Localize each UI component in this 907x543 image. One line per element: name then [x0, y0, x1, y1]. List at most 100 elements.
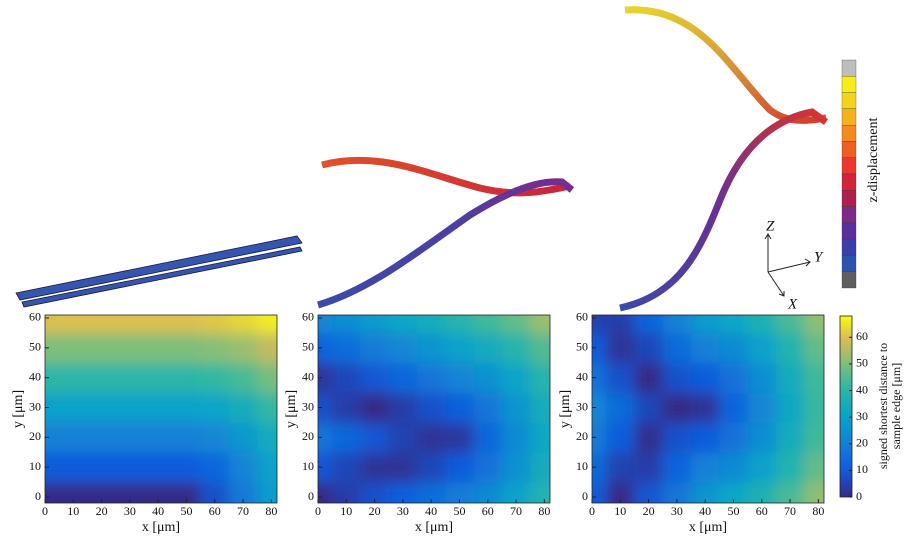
- heatmap-cell: [747, 452, 777, 483]
- heatmap-cell: [200, 452, 230, 483]
- displacement-color-block: [841, 141, 857, 158]
- heatmap-cell: [775, 392, 805, 423]
- heatmap: [45, 315, 277, 503]
- x-tick-label: 10: [67, 504, 79, 518]
- heatmap-cell: [144, 332, 173, 364]
- plot-frame: [591, 314, 825, 504]
- x-tick-label: 50: [180, 504, 192, 518]
- heatmap-cell: [662, 315, 692, 334]
- x-tick-label: 0: [42, 504, 48, 518]
- y-tick-label: 30: [302, 399, 314, 413]
- heatmap-cell: [360, 452, 390, 483]
- heatmap-cell: [775, 422, 805, 453]
- heatmap-cell: [228, 422, 258, 453]
- heatmap-cell: [530, 332, 550, 364]
- heatmap-cell: [473, 452, 503, 483]
- heatmap-cell: [257, 392, 277, 423]
- heatmap-cell: [200, 332, 230, 364]
- axis-triad: [764, 233, 811, 297]
- heatmap-cell: [445, 392, 475, 423]
- heatmap-cell: [200, 315, 230, 334]
- heatmap-cell: [257, 422, 277, 453]
- heatmap-cell: [257, 452, 277, 483]
- heatmap-cell: [691, 392, 720, 423]
- heatmap-cell: [360, 422, 390, 453]
- x-tick-label: 30: [397, 504, 409, 518]
- heatmap-cell: [501, 482, 531, 503]
- displacement-color-block: [841, 76, 857, 93]
- heatmap-cells: [318, 315, 550, 503]
- heatmap-cell: [388, 392, 418, 423]
- heatmap-cell: [257, 332, 277, 364]
- heatmap-cell: [691, 452, 720, 483]
- heatmap-cell: [332, 482, 361, 503]
- heatmap-cell: [360, 392, 390, 423]
- heatmap-cell: [473, 482, 503, 503]
- heatmap-cell: [606, 482, 635, 503]
- heatmap-cell: [804, 362, 824, 394]
- heatmap-cell: [473, 315, 503, 334]
- y-tick-label: 60: [576, 310, 588, 324]
- triad-x: [767, 271, 785, 297]
- x-tick-label: 80: [812, 504, 824, 518]
- heatmap-cell: [691, 315, 720, 334]
- heatmap-cell: [59, 392, 88, 423]
- displacement-color-block: [841, 190, 857, 207]
- heatmap-cell: [501, 315, 531, 334]
- heatmap-cell: [115, 482, 145, 503]
- triad-y-head: [804, 258, 811, 267]
- heatmap-cell: [144, 392, 173, 423]
- heatmap-cell: [45, 452, 60, 483]
- heatmap-cell: [332, 362, 361, 394]
- heatmap-cell: [388, 482, 418, 503]
- y-tick-label: 10: [576, 459, 588, 473]
- x-tick-label: 30: [124, 504, 136, 518]
- heatmap-cell: [530, 392, 550, 423]
- y-tick-label: 50: [302, 340, 314, 354]
- heatmap-cell: [144, 482, 173, 503]
- heatmap-cell: [445, 362, 475, 394]
- heatmap-cell: [87, 452, 117, 483]
- heatmap-cell: [606, 392, 635, 423]
- heatmap-cell: [417, 315, 446, 334]
- heatmap-cell: [87, 482, 117, 503]
- y-tick-label: 60: [29, 310, 41, 324]
- heatmap-cell: [445, 315, 475, 334]
- heatmap-cell: [45, 332, 60, 364]
- x-tick-label: 0: [589, 504, 595, 518]
- heatmap-cell: [417, 422, 446, 453]
- colorbar-tick-label: 20: [856, 436, 868, 450]
- heatmap-cell: [530, 482, 550, 503]
- displacement-color-block: [841, 92, 857, 110]
- heatmap-cell: [360, 362, 390, 394]
- heatmap-cell: [662, 392, 692, 423]
- x-tick-label: 40: [425, 504, 437, 518]
- heatmap-cell: [775, 452, 805, 483]
- x-tick-label: 80: [265, 504, 277, 518]
- heatmap-cell: [501, 392, 531, 423]
- heatmap-cell: [332, 422, 361, 453]
- heatmap-cell: [87, 332, 117, 364]
- heatmap-cell: [172, 362, 202, 394]
- displacement-color-block: [841, 124, 857, 142]
- heatmap-cell: [228, 452, 258, 483]
- heatmap-cell: [592, 452, 607, 483]
- x-tick-label: 50: [453, 504, 465, 518]
- heatmap-cell: [719, 422, 749, 453]
- heatmap-cell: [45, 392, 60, 423]
- heatmap-cell: [228, 392, 258, 423]
- heatmap-cell: [530, 315, 550, 334]
- heatmap-cell: [228, 482, 258, 503]
- beam-3-upper: [624, 6, 827, 124]
- x-tick-label: 50: [727, 504, 739, 518]
- colorbar-label: sample edge [μm]: [889, 363, 903, 449]
- y-tick-label: 20: [29, 429, 41, 443]
- heatmap-cell: [634, 362, 664, 394]
- heatmap-cell: [530, 362, 550, 394]
- heatmap-cell: [592, 362, 607, 394]
- heatmap-cell: [228, 332, 258, 364]
- heatmap-cell: [59, 362, 88, 394]
- heatmap-cell: [473, 362, 503, 394]
- heatmap-cell: [257, 362, 277, 394]
- heatmap-cell: [662, 422, 692, 453]
